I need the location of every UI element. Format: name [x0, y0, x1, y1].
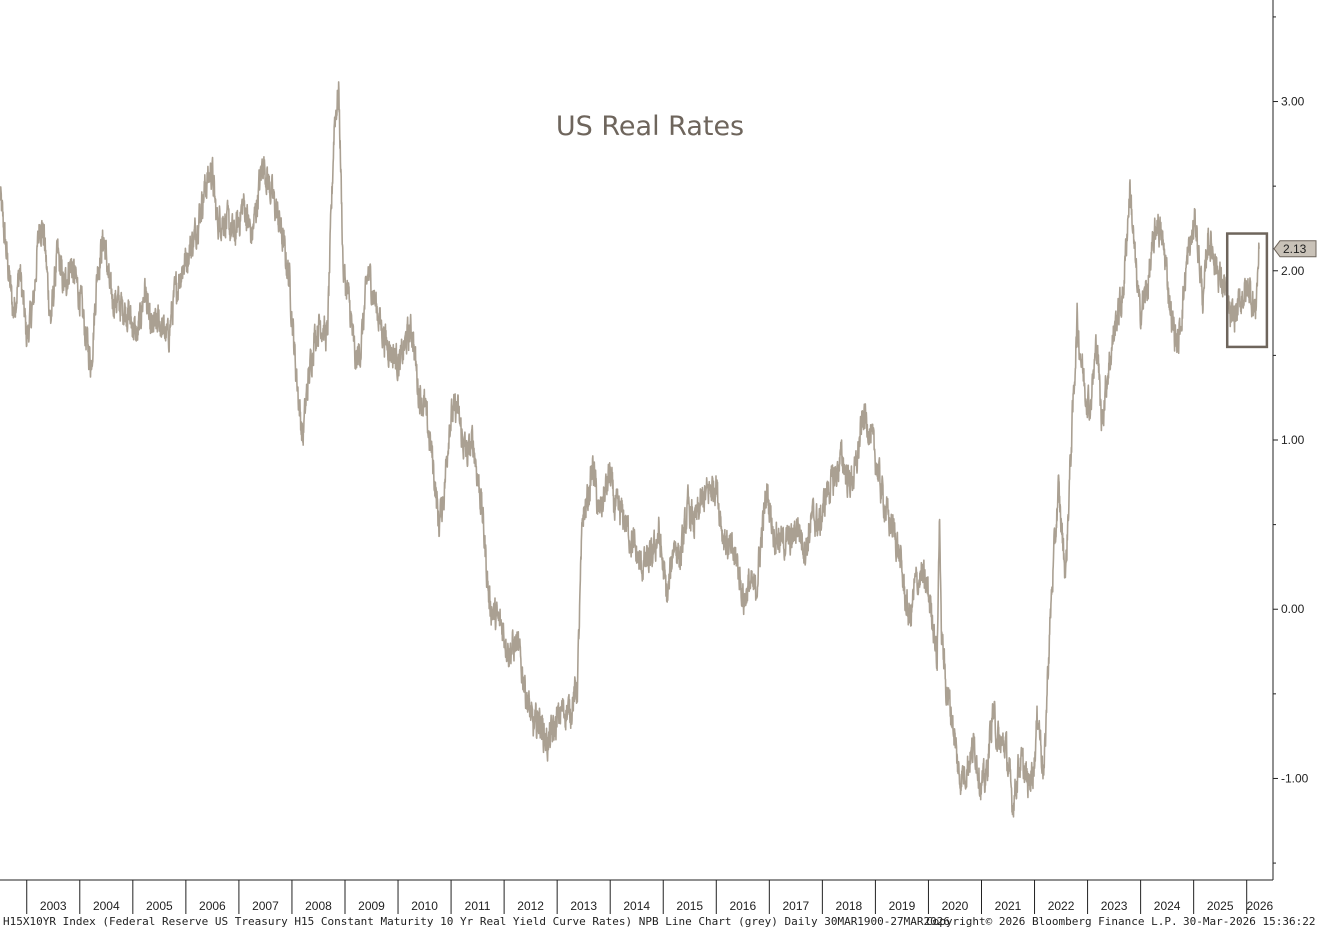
x-tick-label: 2017	[782, 899, 809, 913]
x-tick-label: 2020	[942, 899, 969, 913]
x-tick-label: 2021	[995, 899, 1022, 913]
x-tick-label: 2013	[570, 899, 597, 913]
footer-timestamp: 30-Mar-2026 15:36:22	[1183, 915, 1316, 928]
chart-footer: H15X10YR Index (Federal Reserve US Treas…	[0, 914, 1317, 931]
last-value-badge: 2.13	[1273, 240, 1317, 258]
x-tick-label: 2003	[40, 899, 67, 913]
chart-title: US Real Rates	[556, 111, 744, 142]
last-value-label: 2.13	[1283, 242, 1307, 256]
x-tick-label: 2025	[1207, 899, 1234, 913]
y-tick-label: 2.00	[1281, 264, 1305, 278]
series-line	[0, 81, 1260, 818]
footer-copyright: Copyright© 2026 Bloomberg Finance L.P.	[926, 915, 1178, 928]
y-axis-ticks: 3.00 2.00 1.00 0.00 -1.00	[1273, 16, 1309, 864]
y-tick-label: 3.00	[1281, 95, 1305, 109]
x-tick-label: 2005	[146, 899, 173, 913]
x-tick-label: 2019	[889, 899, 916, 913]
x-axis-ticks: 2003 2004 2005 2006 2007 2008 2009 2010 2011 2012…	[26, 880, 1274, 914]
y-tick-label: 0.00	[1281, 602, 1305, 616]
x-tick-label: 2023	[1101, 899, 1128, 913]
x-tick-label: 2008	[305, 899, 332, 913]
x-tick-label: 2010	[411, 899, 438, 913]
x-tick-label: 2026	[1246, 899, 1273, 913]
x-tick-label: 2015	[676, 899, 703, 913]
x-tick-label: 2018	[836, 899, 863, 913]
x-tick-label: 2007	[252, 899, 279, 913]
x-tick-label: 2016	[729, 899, 756, 913]
x-tick-label: 2004	[93, 899, 120, 913]
x-tick-label: 2011	[465, 899, 491, 913]
x-tick-label: 2014	[623, 899, 650, 913]
series-line-layer	[0, 81, 1260, 818]
x-tick-label: 2006	[199, 899, 226, 913]
y-tick-label: -1.00	[1281, 771, 1309, 785]
footer-description: H15X10YR Index (Federal Reserve US Treas…	[3, 915, 951, 928]
x-tick-label: 2012	[517, 899, 544, 913]
x-tick-label: 2009	[358, 899, 385, 913]
y-tick-label: 1.00	[1281, 433, 1305, 447]
x-tick-label: 2022	[1048, 899, 1075, 913]
highlight-box	[1225, 232, 1269, 349]
last-value-badge-shape	[1273, 240, 1317, 258]
x-tick-label: 2024	[1154, 899, 1181, 913]
